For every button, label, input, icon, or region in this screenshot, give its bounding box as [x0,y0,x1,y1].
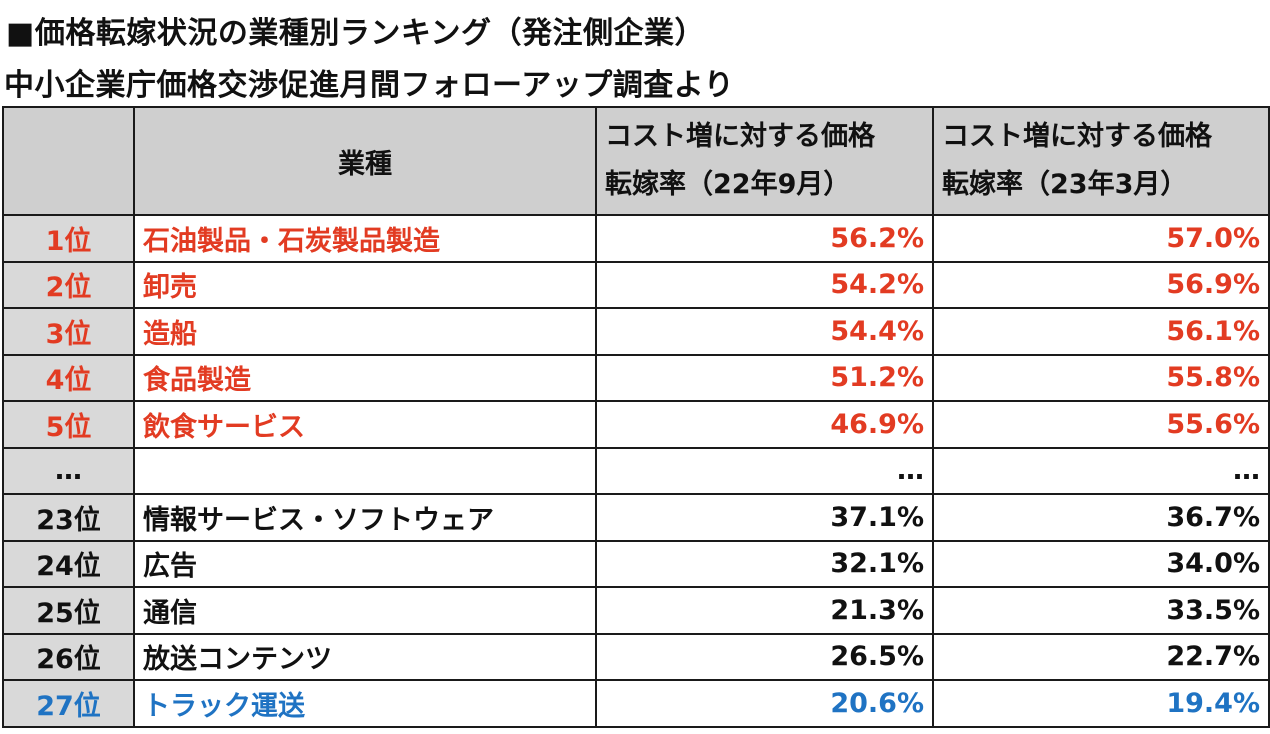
industry-cell: 石油製品・石炭製品製造 [133,214,597,263]
ranking-table: 業種 コスト増に対する価格 転嫁率（22年9月） コスト増に対する価格 転嫁率（… [2,106,1270,728]
page-title: ■価格転嫁状況の業種別ランキング（発注側企業） [6,16,705,51]
table-row-ellipsis: … … … [2,446,1270,495]
table-row: 4位 食品製造 51.2% 55.8% [2,353,1270,402]
rate-2022-cell: 37.1% [595,493,934,542]
table-row: 23位 情報サービス・ソフトウェア 37.1% 36.7% [2,493,1270,542]
table-row: 1位 石油製品・石炭製品製造 56.2% 57.0% [2,214,1270,263]
rate-2022-cell: 54.4% [595,307,934,356]
rate-2022-cell: … [595,446,934,495]
table-row: 5位 飲食サービス 46.9% 55.6% [2,400,1270,449]
rank-column-header [2,106,135,216]
industry-cell: 通信 [133,586,597,635]
rate-2023-cell: … [932,446,1270,495]
rate-2022-cell: 20.6% [595,679,934,728]
rate-2022-header-line2: 転嫁率（22年9月） [605,169,851,200]
rate-2022-cell: 51.2% [595,353,934,402]
rank-cell: 27位 [2,679,135,728]
rate-2023-cell: 55.6% [932,400,1270,449]
industry-cell: 飲食サービス [133,400,597,449]
rate-2022-cell: 21.3% [595,586,934,635]
rank-cell: 25位 [2,586,135,635]
rank-cell: 3位 [2,307,135,356]
industry-cell: トラック運送 [133,679,597,728]
rank-cell: 26位 [2,632,135,681]
industry-cell [133,446,597,495]
industry-column-header: 業種 [133,106,597,216]
rate-2022-cell: 46.9% [595,400,934,449]
rate-2022-header-line1: コスト増に対する価格 [605,121,875,152]
industry-cell: 放送コンテンツ [133,632,597,681]
rate-2023-column-header: コスト増に対する価格 転嫁率（23年3月） [932,106,1270,216]
table-row: 3位 造船 54.4% 56.1% [2,307,1270,356]
rate-2023-cell: 22.7% [932,632,1270,681]
rate-2022-cell: 56.2% [595,214,934,263]
rate-2023-cell: 57.0% [932,214,1270,263]
rate-2023-header-line1: コスト増に対する価格 [942,121,1212,152]
table-row: 26位 放送コンテンツ 26.5% 22.7% [2,632,1270,681]
table-row: 27位 トラック運送 20.6% 19.4% [2,679,1270,728]
rank-cell: … [2,446,135,495]
rate-2022-cell: 54.2% [595,260,934,309]
rate-2022-column-header: コスト増に対する価格 転嫁率（22年9月） [595,106,934,216]
industry-cell: 卸売 [133,260,597,309]
table-row: 2位 卸売 54.2% 56.9% [2,260,1270,309]
rank-cell: 1位 [2,214,135,263]
rate-2023-cell: 56.9% [932,260,1270,309]
table-row: 25位 通信 21.3% 33.5% [2,586,1270,635]
rate-2022-cell: 32.1% [595,539,934,588]
page-subtitle: 中小企業庁価格交渉促進月間フォローアップ調査より [4,68,735,103]
rate-2023-cell: 34.0% [932,539,1270,588]
rank-cell: 5位 [2,400,135,449]
rank-cell: 4位 [2,353,135,402]
industry-cell: 造船 [133,307,597,356]
industry-cell: 情報サービス・ソフトウェア [133,493,597,542]
table-row: 24位 広告 32.1% 34.0% [2,539,1270,588]
industry-cell: 広告 [133,539,597,588]
rate-2023-header-line2: 転嫁率（23年3月） [942,169,1188,200]
rate-2022-cell: 26.5% [595,632,934,681]
rate-2023-cell: 56.1% [932,307,1270,356]
rate-2023-cell: 55.8% [932,353,1270,402]
rank-cell: 24位 [2,539,135,588]
rank-cell: 2位 [2,260,135,309]
rate-2023-cell: 33.5% [932,586,1270,635]
rate-2023-cell: 19.4% [932,679,1270,728]
rate-2023-cell: 36.7% [932,493,1270,542]
table-header-row: 業種 コスト増に対する価格 転嫁率（22年9月） コスト増に対する価格 転嫁率（… [2,106,1270,216]
rank-cell: 23位 [2,493,135,542]
industry-cell: 食品製造 [133,353,597,402]
